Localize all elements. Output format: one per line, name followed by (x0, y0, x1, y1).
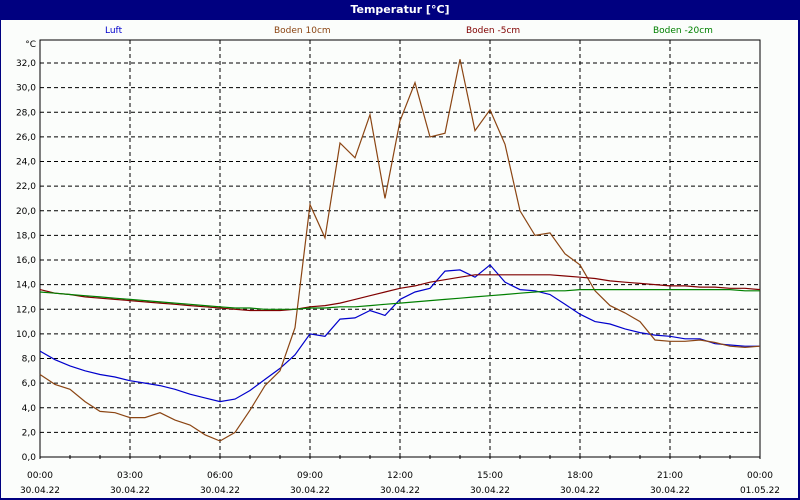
x-tick-date: 30.04.22 (200, 486, 240, 496)
y-tick-label: 22,0 (16, 182, 36, 192)
x-tick-time: 21:00 (657, 471, 683, 481)
plot-frame (39, 39, 761, 458)
x-tick-time: 09:00 (297, 471, 323, 481)
y-tick-label: 18,0 (16, 231, 36, 241)
x-tick-date: 30.04.22 (380, 486, 420, 496)
y-tick-label: 8,0 (22, 355, 37, 365)
y-tick-label: 12,0 (16, 305, 36, 315)
series-line (39, 59, 761, 442)
x-tick-time: 06:00 (207, 471, 233, 481)
x-tick-date: 30.04.22 (20, 486, 60, 496)
window-title: Temperatur [°C] (0, 0, 800, 20)
y-tick-label: 14,0 (16, 281, 36, 291)
series-line (39, 289, 760, 310)
legend-boden-20cm: Boden -20cm (653, 26, 713, 36)
x-tick-date: 30.04.22 (470, 486, 510, 496)
y-tick-label: 0,0 (22, 453, 37, 463)
x-tick-time: 00:00 (27, 471, 53, 481)
x-tick-time: 00:00 (747, 471, 773, 481)
y-tick-label: 32,0 (16, 59, 36, 69)
y-tick-label: 16,0 (16, 256, 36, 266)
y-tick-label: 2,0 (22, 428, 37, 438)
x-tick-date: 30.04.22 (290, 486, 330, 496)
x-tick-time: 12:00 (387, 471, 413, 481)
x-tick-date: 30.04.22 (110, 486, 150, 496)
series-line (39, 264, 760, 403)
y-tick-label: 26,0 (16, 133, 36, 143)
y-tick-label: 6,0 (22, 379, 37, 389)
y-tick-label: 30,0 (16, 84, 36, 94)
legend-luft: Luft (105, 26, 123, 36)
y-tick-label: 24,0 (16, 158, 36, 168)
y-tick-label: 4,0 (22, 404, 37, 414)
y-tick-label: 28,0 (16, 108, 36, 118)
x-tick-date: 01.05.22 (740, 486, 780, 496)
x-tick-date: 30.04.22 (560, 486, 600, 496)
x-tick-time: 03:00 (117, 471, 143, 481)
x-tick-time: 15:00 (477, 471, 503, 481)
y-axis-unit: °C (25, 40, 36, 50)
y-tick-label: 20,0 (16, 207, 36, 217)
y-tick-label: 10,0 (16, 330, 36, 340)
series-line (39, 274, 761, 312)
x-tick-date: 30.04.22 (650, 486, 690, 496)
x-tick-time: 18:00 (567, 471, 593, 481)
legend-boden-10cm: Boden 10cm (274, 26, 331, 36)
legend-boden-5cm: Boden -5cm (466, 26, 521, 36)
